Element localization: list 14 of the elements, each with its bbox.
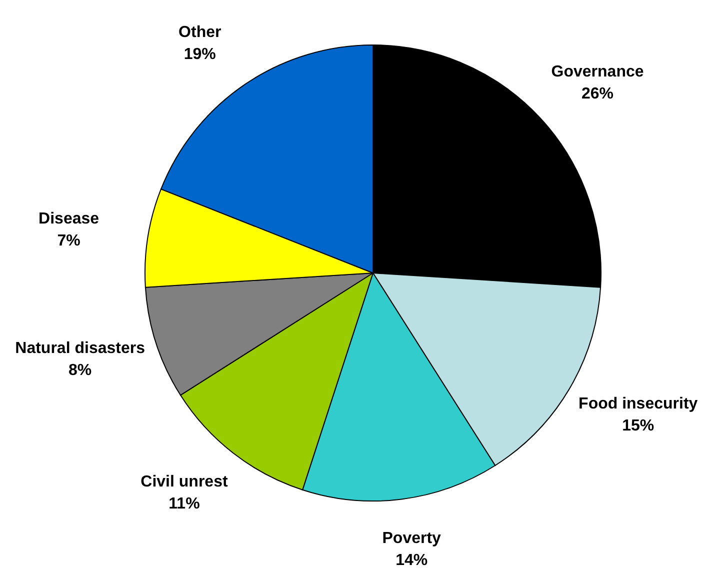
slice-label: Governance [551, 64, 644, 81]
data-label: 15% [622, 418, 654, 435]
slice-label: Disease [38, 210, 100, 228]
slice-label: Natural disasters [15, 340, 146, 357]
data-label: 11% [168, 496, 200, 513]
data-label: 26% [582, 86, 614, 103]
data-label: 8% [68, 362, 92, 379]
data-label: 7% [57, 232, 80, 250]
data-label: 14% [396, 552, 428, 569]
data-label: 19% [184, 46, 216, 64]
slice-label: Other [178, 24, 222, 42]
slice-label: Civil unrest [140, 474, 228, 491]
slice-label: Poverty [382, 530, 442, 547]
slice-label: Food insecurity [578, 396, 698, 413]
